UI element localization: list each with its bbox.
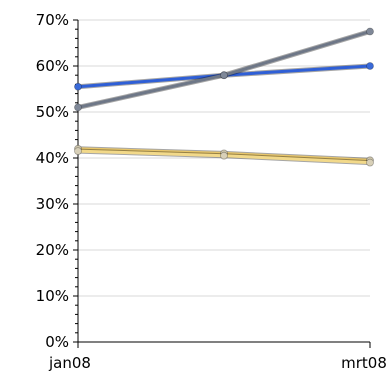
y-tick-label-60: 60%	[36, 57, 69, 75]
series-0-point-0	[74, 82, 82, 91]
y-tick-label-40: 40%	[36, 149, 69, 167]
series-1-point-0	[74, 103, 82, 112]
grid-layer	[78, 19, 370, 297]
y-tick-label-10: 10%	[36, 287, 69, 305]
series-1-point-1	[220, 71, 228, 80]
y-tick-label-30: 30%	[36, 195, 69, 213]
y-tick-label-0: 0%	[45, 333, 69, 351]
x-tick-label-jan08: jan08	[48, 354, 91, 372]
series-0-point-2	[366, 62, 374, 70]
axis-layer	[73, 19, 371, 348]
series-1-point-2	[366, 27, 374, 36]
label-layer: 0% 10% 20% 30% 40% 50% 60% 70% jan08 mrt08	[36, 11, 387, 372]
series-3-point-0	[74, 147, 82, 156]
y-tick-label-50: 50%	[36, 103, 69, 121]
x-tick-label-mrt08: mrt08	[341, 354, 387, 372]
y-tick-label-70: 70%	[36, 11, 69, 29]
y-tick-label-20: 20%	[36, 241, 69, 259]
series-3-point-2	[366, 158, 374, 167]
series-3-point-1	[220, 151, 228, 160]
series-layer	[74, 27, 374, 167]
